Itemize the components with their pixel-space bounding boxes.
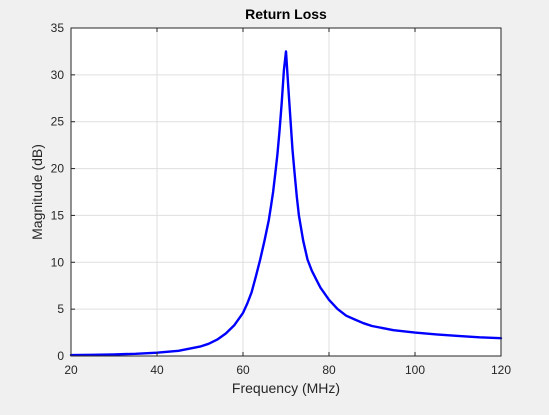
plot-area [71, 28, 501, 356]
x-tick-label: 100 [405, 363, 425, 377]
y-axis-label: Magnitude (dB) [29, 144, 45, 240]
series-layer [69, 50, 503, 357]
y-tick-label: 35 [51, 21, 65, 35]
y-tick-label: 10 [51, 255, 65, 269]
y-tick-label: 25 [51, 115, 65, 129]
y-tick-label: 30 [51, 68, 65, 82]
y-tick-label: 5 [57, 302, 64, 316]
x-tick-label: 40 [150, 363, 164, 377]
x-axis-label: Frequency (MHz) [232, 380, 340, 396]
x-tick-label: 60 [236, 363, 250, 377]
x-tick-label: 120 [491, 363, 511, 377]
y-tick-label: 0 [57, 349, 64, 363]
series-line-0 [69, 50, 503, 357]
y-tick-label: 15 [51, 208, 65, 222]
y-tick-label: 20 [51, 162, 65, 176]
axis-ticks: 20 40 60 80 100 120 0 5 10 15 20 25 30 35 [51, 21, 512, 377]
chart-title: Return Loss [245, 6, 327, 22]
grid-lines [71, 28, 501, 356]
plot-frame [70, 27, 502, 357]
x-tick-label: 20 [64, 363, 78, 377]
x-tick-label: 80 [322, 363, 336, 377]
